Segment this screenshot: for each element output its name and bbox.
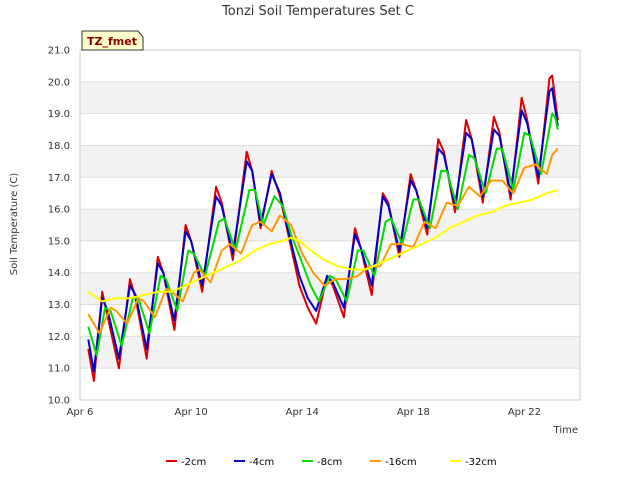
legend-label: -8cm [317, 457, 342, 468]
legend-label: -2cm [181, 457, 206, 468]
y-tick-label: 20.0 [48, 77, 70, 88]
y-tick-label: 10.0 [48, 396, 70, 407]
legend-item: -16cm [370, 457, 417, 468]
legend-label: -32cm [465, 457, 497, 468]
grid-band [80, 209, 580, 241]
y-tick-label: 13.0 [48, 300, 70, 311]
legend: -2cm -4cm -8cm -16cm -32cm [166, 457, 497, 468]
x-tick-label: Apr 10 [175, 407, 208, 418]
y-tick-label: 21.0 [48, 46, 70, 57]
site-badge: TZ_fmet [81, 30, 144, 51]
y-tick-label: 16.0 [48, 205, 70, 216]
series-line-minus-8cm [87, 112, 559, 357]
y-tick-label: 19.0 [48, 109, 70, 120]
x-tick-label: Apr 14 [286, 407, 319, 418]
x-tick-label: Apr 6 [67, 407, 94, 418]
x-axis-label: Time [553, 425, 578, 436]
legend-label: -4cm [249, 457, 274, 468]
site-badge-label: TZ_fmet [87, 35, 137, 48]
y-tick-label: 11.0 [48, 364, 70, 375]
site-badge-background [81, 30, 144, 51]
series-line-minus-16cm [87, 147, 559, 335]
legend-item: -32cm [450, 457, 497, 468]
y-axis-label: Soil Temperature (C) [9, 173, 20, 276]
y-tick-label: 18.0 [48, 141, 70, 152]
grid-band [80, 336, 580, 369]
chart-title: Tonzi Soil Temperatures Set C [221, 4, 414, 19]
legend-item: -8cm [302, 457, 342, 468]
plot-area: 10.0 11.0 12.0 13.0 14.0 15.0 16.0 17.0 18.0 19.0… [48, 46, 581, 418]
legend-item: -2cm [166, 457, 206, 468]
series-line-minus-4cm [87, 87, 559, 373]
legend-label: -16cm [385, 457, 417, 468]
y-tick-label: 17.0 [48, 173, 70, 184]
y-tick-label: 15.0 [48, 236, 70, 247]
grid-band [80, 81, 580, 114]
y-tick-label: 12.0 [48, 332, 70, 343]
legend-item: -4cm [234, 457, 274, 468]
series-line-minus-32cm [87, 189, 559, 303]
plot-frame [79, 49, 581, 401]
x-tick-label: Apr 22 [508, 407, 541, 418]
y-tick-label: 14.0 [48, 268, 70, 279]
x-tick-label: Apr 18 [397, 407, 430, 418]
